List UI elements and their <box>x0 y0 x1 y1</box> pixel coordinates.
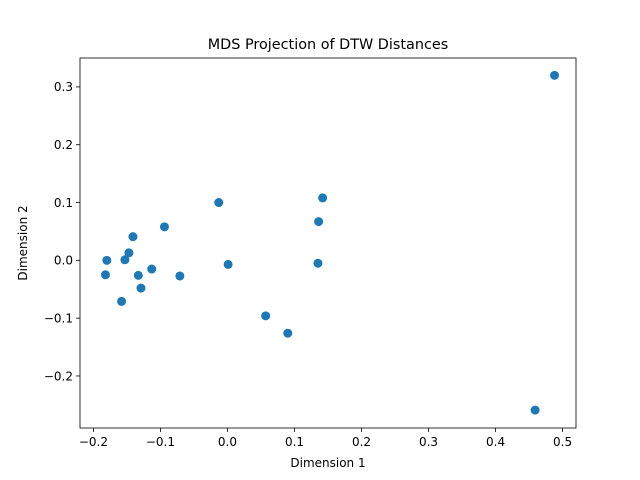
data-point-5 <box>313 258 323 268</box>
y-tick-label: −0.2 <box>44 369 73 383</box>
x-tick-label: −0.1 <box>146 435 175 449</box>
x-tick-label: 0.1 <box>285 435 304 449</box>
y-tick-label: 0.2 <box>54 138 73 152</box>
x-tick-label: 0.2 <box>352 435 371 449</box>
plot-area: −0.2 −0.1 0.0 0.1 0.2 0.3 0.4 0.5 −0.2 −0.1 0.0 0.1… <box>44 70 572 449</box>
data-point-13 <box>136 283 146 293</box>
data-point-16 <box>124 248 134 258</box>
data-point-17 <box>120 255 130 265</box>
data-point-4 <box>314 217 324 227</box>
x-axis-label: Dimension 1 <box>290 456 365 470</box>
y-tick-label: −0.1 <box>44 311 73 325</box>
data-point-10 <box>175 271 185 281</box>
x-tick-label: −0.2 <box>79 435 108 449</box>
data-point-20 <box>100 270 110 280</box>
data-point-12 <box>147 264 157 274</box>
data-point-1 <box>550 70 560 80</box>
data-point-6 <box>283 328 293 338</box>
y-axis-label: Dimension 2 <box>16 205 30 280</box>
data-point-9 <box>214 198 224 208</box>
data-point-11 <box>159 222 169 232</box>
data-point-2 <box>530 405 540 415</box>
data-point-3 <box>318 193 328 203</box>
x-tick-label: 0.5 <box>553 435 572 449</box>
x-tick-label: 0.3 <box>419 435 438 449</box>
data-point-14 <box>133 270 143 280</box>
x-tick-label: 0.0 <box>218 435 237 449</box>
y-tick-label: 0.3 <box>54 80 73 94</box>
plot-frame <box>79 57 577 429</box>
chart-title: MDS Projection of DTW Distances <box>208 37 448 53</box>
y-tick-label: 0.0 <box>54 254 73 268</box>
x-tick-label: 0.4 <box>486 435 505 449</box>
y-tick-label: 0.1 <box>54 196 73 210</box>
data-point-8 <box>223 259 233 269</box>
data-point-19 <box>102 255 112 265</box>
data-point-18 <box>117 296 127 306</box>
data-point-15 <box>128 232 138 242</box>
data-point-7 <box>261 311 271 321</box>
